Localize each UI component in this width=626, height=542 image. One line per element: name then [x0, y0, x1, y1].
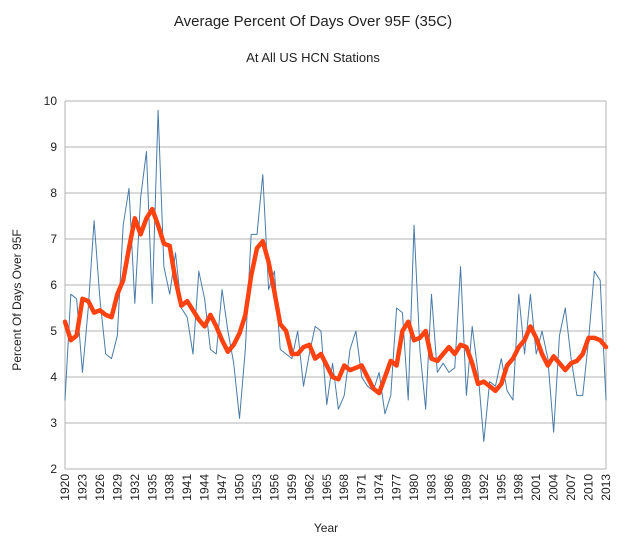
x-axis-label: Year	[314, 521, 338, 535]
x-tick-label: 1950	[233, 474, 247, 501]
y-tick-label: 2	[50, 462, 57, 476]
x-tick-label: 1920	[58, 474, 72, 501]
x-tick-label: 1998	[512, 474, 526, 501]
series-layer	[62, 109, 609, 442]
x-tick-label: 1962	[302, 474, 316, 501]
x-tick-label: 1923	[75, 474, 89, 501]
x-tick-label: 1986	[442, 474, 456, 501]
x-tick-label: 1974	[372, 474, 386, 501]
x-tick-label: 1929	[110, 474, 124, 501]
x-tick-label: 1968	[337, 474, 351, 501]
x-tick-label: 1980	[407, 474, 421, 501]
x-tick-label: 1971	[355, 474, 369, 501]
x-tick-label: 2007	[564, 474, 578, 501]
y-tick-label: 6	[50, 278, 57, 292]
x-tick-label: 1938	[163, 474, 177, 501]
x-tick-label: 1926	[93, 474, 107, 501]
y-tick-label: 3	[50, 416, 57, 430]
x-tick-label: 1995	[494, 474, 508, 501]
y-axis-label: Percent Of Days Over 95F	[10, 229, 24, 370]
x-tick-label: 1944	[198, 474, 212, 501]
x-tick-label: 1935	[145, 474, 159, 501]
x-tick-label: 1947	[215, 474, 229, 501]
x-tick-label: 1956	[267, 474, 281, 501]
x-tick-labels: 1920 1923 1926 1929 1932 1935 1938 1941 1944 1947…	[58, 474, 613, 501]
x-tick-label: 2013	[599, 474, 613, 501]
x-tick-label: 2010	[582, 474, 596, 501]
x-tick-label: 1941	[180, 474, 194, 501]
x-tick-label: 1932	[128, 474, 142, 501]
y-tick-label: 5	[50, 324, 57, 338]
x-tick-label: 1989	[459, 474, 473, 501]
y-tick-label: 10	[44, 94, 58, 108]
y-tick-labels: 2 3 4 5 6 7 8 9 10	[44, 94, 58, 476]
chart-title: Average Percent Of Days Over 95F (35C)	[174, 13, 452, 30]
series-line-smoothed	[62, 206, 609, 396]
x-tick-label: 1959	[285, 474, 299, 501]
chart-subtitle: At All US HCN Stations	[246, 50, 380, 65]
y-tick-label: 7	[50, 232, 57, 246]
x-tick-label: 1953	[250, 474, 264, 501]
x-tick-label: 2004	[547, 474, 561, 501]
series-line-annual	[64, 109, 607, 442]
y-tick-label: 9	[50, 140, 57, 154]
x-tick-label: 1992	[477, 474, 491, 501]
x-tick-label: 1965	[320, 474, 334, 501]
x-tick-label: 1983	[424, 474, 438, 501]
y-tick-label: 4	[50, 370, 57, 384]
y-tick-label: 8	[50, 186, 57, 200]
x-tick-label: 1977	[390, 474, 404, 501]
x-tick-label: 2001	[529, 474, 543, 501]
